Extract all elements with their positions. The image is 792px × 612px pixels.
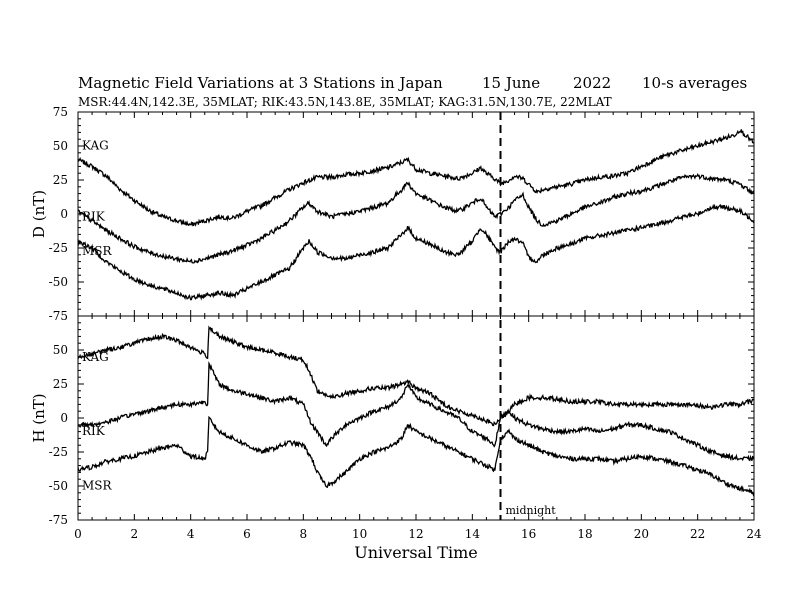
chart-overlay: midnight [499,112,557,520]
series-line-msr [77,415,755,497]
y-tick-label: 25 [53,377,68,391]
series-line-kag [77,129,755,227]
chart-date: 15 June [482,74,540,92]
series-line-msr [77,203,755,301]
x-tick-label: 12 [408,527,423,541]
series-label-kag: KAG [82,139,109,153]
y-tick-label: -25 [49,445,68,459]
x-tick-label: 6 [243,527,251,541]
x-tick-label: 2 [131,527,139,541]
series-line-rik [77,360,755,462]
x-tick-label: 14 [465,527,481,541]
x-tick-label: 24 [746,527,762,541]
y-tick-label: -50 [49,479,68,493]
series-label-rik: RIK [82,209,106,223]
panel-frame [77,111,755,317]
y-tick-label: 0 [60,207,68,221]
series-line-kag [77,325,755,427]
declination-panel: 75 50 25 0 -25 -50 -75 D (nT) KAG RIK MSR [30,105,755,323]
y-axis-label: H (nT) [30,393,48,442]
chart-averaging: 10-s averages [642,74,747,92]
y-tick-label: 25 [53,173,68,187]
x-tick-label: 22 [690,527,705,541]
y-tick-label: 75 [53,105,68,119]
station-coordinates: MSR:44.4N,142.3E, 35MLAT; RIK:43.5N,143.… [78,95,612,109]
x-tick-label: 4 [187,527,195,541]
midnight-label: midnight [506,504,557,517]
y-tick-label: 0 [60,411,68,425]
panel-frame [77,315,755,521]
series-label-msr: MSR [82,244,113,258]
series-label-rik: RIK [82,424,106,438]
y-tick-label: -25 [49,241,68,255]
y-tick-label: 50 [53,139,68,153]
x-axis-label: Universal Time [354,543,477,562]
y-tick-label: -75 [49,513,68,527]
x-tick-label: 20 [634,527,649,541]
y-axis-label: D (nT) [30,190,48,238]
y-tick-label: -50 [49,275,68,289]
x-tick-label: 10 [352,527,367,541]
x-tick-label: 0 [74,527,82,541]
chart-title: Magnetic Field Variations at 3 Stations … [78,74,443,92]
x-tick-label: 8 [300,527,308,541]
x-tick-label: 18 [577,527,592,541]
series-line-rik [77,172,755,264]
y-tick-label: -75 [49,309,68,323]
chart-year: 2022 [573,74,611,92]
series-label-msr: MSR [82,479,113,493]
y-tick-label: 50 [53,343,68,357]
x-tick-label: 16 [521,527,536,541]
series-label-kag: KAG [82,350,109,364]
